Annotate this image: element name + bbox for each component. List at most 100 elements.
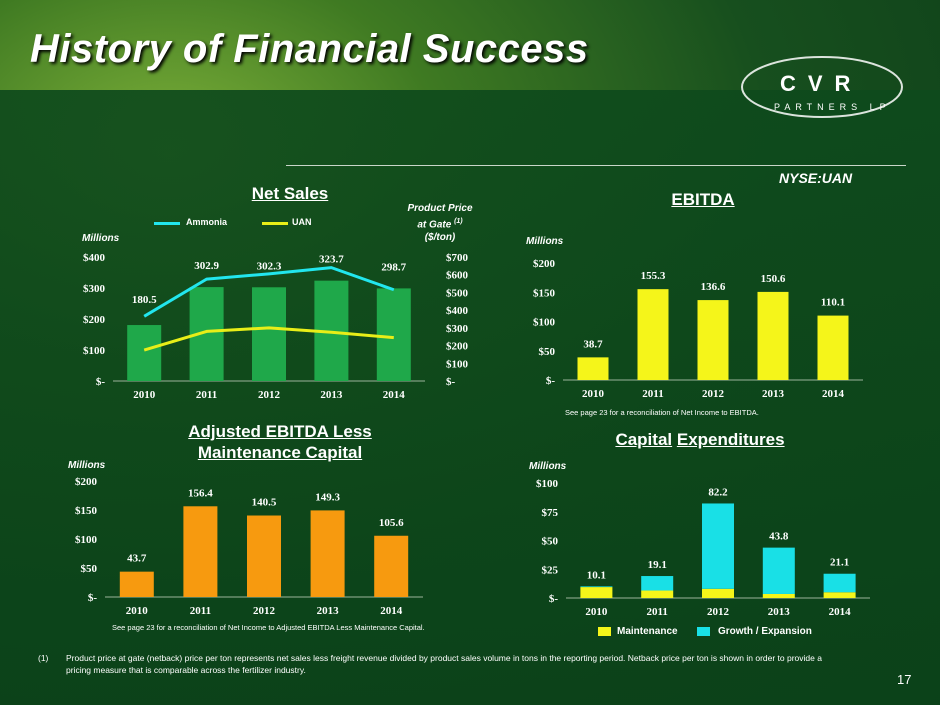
capex-ytick-label: $50 bbox=[542, 536, 559, 548]
capex-data-label: 21.1 bbox=[830, 557, 849, 569]
net-sales-bar bbox=[376, 288, 411, 381]
adj-ebitda-data-label: 43.7 bbox=[127, 553, 147, 565]
capex-title: Capital Expenditures bbox=[600, 430, 800, 450]
capex-bar-maintenance bbox=[823, 592, 856, 598]
capex-xtick-label: 2010 bbox=[585, 606, 608, 618]
capex-ytick-label: $- bbox=[549, 593, 559, 605]
ebitda-bar bbox=[577, 357, 609, 380]
ebitda-xtick-label: 2014 bbox=[822, 388, 845, 400]
capex-bar-maintenance bbox=[580, 587, 613, 598]
legend-maintenance-swatch bbox=[598, 627, 611, 636]
ebitda-ytick-label: $- bbox=[546, 375, 556, 387]
adj-ebitda-data-label: 149.3 bbox=[315, 491, 340, 503]
capex-unit-label: Millions bbox=[529, 461, 567, 472]
product-price-title-sup: (1) bbox=[454, 218, 463, 225]
net-sales-ytick-label: $200 bbox=[83, 314, 106, 326]
legend-ammonia-swatch bbox=[154, 222, 180, 225]
ebitda-ytick-label: $200 bbox=[533, 258, 556, 270]
legend-growth-label: Growth / Expansion bbox=[718, 626, 812, 637]
net-sales-bar bbox=[127, 325, 162, 381]
ebitda-bar bbox=[697, 300, 729, 380]
adj-ebitda-ytick-label: $50 bbox=[81, 563, 98, 575]
adj-ebitda-title-line2: Maintenance Capital bbox=[197, 443, 363, 462]
capex-bar-maintenance bbox=[641, 590, 674, 598]
capex-data-label: 43.8 bbox=[769, 531, 789, 543]
adj-ebitda-title: Adjusted EBITDA Less Maintenance Capital bbox=[160, 421, 400, 463]
ebitda-xtick-label: 2013 bbox=[762, 388, 785, 400]
ebitda-bar bbox=[637, 289, 669, 380]
ebitda-data-label: 150.6 bbox=[761, 273, 786, 285]
net-sales-data-label: 180.5 bbox=[132, 294, 157, 306]
capex-ytick-label: $100 bbox=[536, 478, 559, 490]
legend-uan-swatch bbox=[262, 222, 288, 225]
net-sales-bar bbox=[252, 287, 286, 381]
net-sales-title: Net Sales bbox=[251, 184, 329, 203]
net-sales-xtick-label: 2011 bbox=[196, 389, 217, 401]
slide-title: History of Financial Success bbox=[30, 27, 589, 71]
divider-line bbox=[286, 165, 906, 166]
footnote-marker: (1) bbox=[38, 653, 49, 663]
capex-bar-maintenance bbox=[762, 593, 795, 598]
ebitda-data-label: 110.1 bbox=[821, 297, 845, 309]
capex-bar-maintenance bbox=[702, 588, 734, 598]
adj-ebitda-bar bbox=[119, 571, 154, 597]
net-sales-line-uan bbox=[143, 326, 394, 352]
capex-ytick-label: $75 bbox=[542, 507, 559, 519]
cvr-partners-logo: CVR PARTNERS LP bbox=[741, 56, 903, 118]
adj-ebitda-xtick-label: 2012 bbox=[253, 605, 276, 617]
ebitda-xtick-label: 2012 bbox=[702, 388, 725, 400]
page-number: 17 bbox=[897, 672, 912, 687]
adj-ebitda-title-line1: Adjusted EBITDA Less bbox=[188, 422, 372, 441]
ebitda-data-label: 136.6 bbox=[701, 281, 726, 293]
adj-ebitda-ytick-label: $200 bbox=[75, 476, 98, 488]
net-sales-xtick-label: 2014 bbox=[383, 389, 406, 401]
ebitda-xtick-label: 2010 bbox=[582, 388, 605, 400]
adj-ebitda-ytick-label: $150 bbox=[75, 505, 98, 517]
ebitda-xtick-label: 2011 bbox=[642, 388, 663, 400]
net-sales-data-label: 302.3 bbox=[257, 260, 282, 272]
adj-ebitda-unit-label: Millions bbox=[68, 460, 106, 471]
ebitda-note: See page 23 for a reconciliation of Net … bbox=[565, 408, 759, 417]
capex-ytick-label: $25 bbox=[542, 564, 559, 576]
adj-ebitda-bar bbox=[310, 510, 345, 597]
net-sales-data-label: 298.7 bbox=[381, 261, 406, 273]
net-sales-data-label: 302.9 bbox=[194, 260, 219, 272]
capex-data-label: 10.1 bbox=[587, 569, 606, 581]
ebitda-title: EBITDA bbox=[671, 190, 735, 209]
net-sales-y2tick-label: $500 bbox=[446, 287, 469, 299]
adj-ebitda-ytick-label: $100 bbox=[75, 534, 98, 546]
net-sales-xtick-label: 2013 bbox=[320, 389, 343, 401]
product-price-title-line1: Product Price bbox=[407, 203, 473, 214]
ebitda-unit-label: Millions bbox=[526, 236, 564, 247]
adj-ebitda-data-label: 140.5 bbox=[252, 497, 277, 509]
capex-title-part1: Capital bbox=[615, 430, 673, 449]
ebitda-bar bbox=[817, 315, 849, 380]
logo-ring bbox=[741, 56, 903, 118]
ticker-symbol: NYSE:UAN bbox=[779, 170, 853, 186]
footnote: (1) Product price at gate (netback) pric… bbox=[38, 652, 836, 676]
adj-ebitda-xtick-label: 2013 bbox=[317, 605, 340, 617]
net-sales-y2tick-label: $200 bbox=[446, 341, 469, 353]
adj-ebitda-data-label: 156.4 bbox=[188, 487, 213, 499]
adj-ebitda-xtick-label: 2011 bbox=[190, 605, 211, 617]
ebitda-ytick-label: $50 bbox=[539, 346, 556, 358]
net-sales-y2tick-label: $300 bbox=[446, 323, 469, 335]
adj-ebitda-bar bbox=[374, 535, 409, 597]
net-sales-ytick-label: $400 bbox=[83, 252, 106, 264]
adj-ebitda-xtick-label: 2010 bbox=[126, 605, 149, 617]
net-sales-y2tick-label: $700 bbox=[446, 252, 469, 264]
capex-xtick-label: 2012 bbox=[707, 606, 730, 618]
adj-ebitda-xtick-label: 2014 bbox=[380, 605, 403, 617]
ebitda-data-label: 155.3 bbox=[641, 270, 666, 282]
capex-xtick-label: 2013 bbox=[768, 606, 791, 618]
capex-xtick-label: 2011 bbox=[646, 606, 667, 618]
capex-bar-growth bbox=[823, 573, 856, 593]
capex-bar-growth bbox=[641, 576, 674, 591]
net-sales-ytick-label: $100 bbox=[83, 345, 106, 357]
ebitda-data-label: 38.7 bbox=[583, 338, 603, 350]
net-sales-line-ammonia bbox=[143, 266, 395, 318]
legend-ammonia-label: Ammonia bbox=[186, 217, 228, 227]
capex-xtick-label: 2014 bbox=[829, 606, 852, 618]
net-sales-unit-label: Millions bbox=[82, 233, 120, 244]
